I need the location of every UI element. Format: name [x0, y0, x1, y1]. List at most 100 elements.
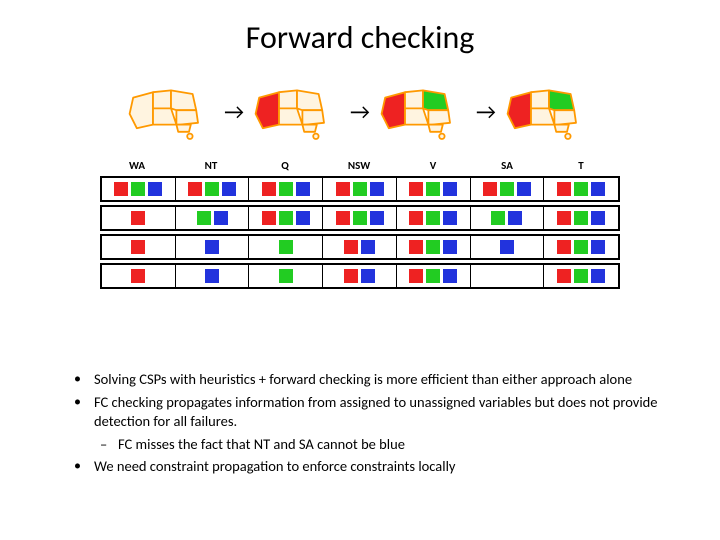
domain-cell	[249, 178, 323, 200]
domain-square	[508, 211, 522, 225]
domain-square	[443, 182, 457, 196]
arrow-icon: →	[224, 101, 244, 123]
domain-square	[336, 182, 350, 196]
domain-square	[370, 182, 384, 196]
domain-cell	[544, 178, 618, 200]
figure-area: → → → WANTQNS	[100, 77, 620, 289]
domain-cell	[471, 178, 545, 200]
domain-square	[426, 182, 440, 196]
domain-square	[279, 269, 293, 283]
domain-square	[279, 182, 293, 196]
domain-square	[361, 269, 375, 283]
table-row	[100, 205, 620, 231]
domain-square	[409, 211, 423, 225]
domain-square	[205, 269, 219, 283]
domain-square	[205, 182, 219, 196]
australia-map	[378, 83, 468, 141]
domain-cell	[176, 236, 250, 258]
domain-square	[557, 240, 571, 254]
domain-cell	[249, 236, 323, 258]
domain-square	[500, 240, 514, 254]
domain-cell	[249, 207, 323, 229]
domain-square	[591, 269, 605, 283]
domain-cell	[544, 265, 618, 287]
domain-cell	[544, 207, 618, 229]
bullet-list: Solving CSPs with heuristics + forward c…	[70, 370, 660, 480]
domain-square	[426, 240, 440, 254]
column-header: SA	[470, 159, 544, 172]
australia-map	[252, 83, 342, 141]
domain-cell	[323, 207, 397, 229]
bullet-item: FC checking propagates information from …	[70, 393, 660, 432]
domain-cell	[397, 236, 471, 258]
domain-square	[205, 240, 219, 254]
domain-square	[148, 182, 162, 196]
domain-grid	[100, 176, 620, 289]
domain-square	[409, 182, 423, 196]
domain-square	[574, 269, 588, 283]
domain-square	[500, 182, 514, 196]
domain-square	[296, 211, 310, 225]
domain-square	[557, 269, 571, 283]
column-headers: WANTQNSWVSAT	[100, 159, 620, 172]
domain-square	[491, 211, 505, 225]
domain-cell	[176, 178, 250, 200]
domain-square	[443, 211, 457, 225]
domain-cell	[544, 236, 618, 258]
domain-square	[557, 182, 571, 196]
bullet-item: We need constraint propagation to enforc…	[70, 457, 660, 477]
domain-square	[188, 182, 202, 196]
domain-square	[279, 240, 293, 254]
domain-square	[483, 182, 497, 196]
domain-cell	[102, 265, 176, 287]
domain-square	[426, 269, 440, 283]
domain-square	[517, 182, 531, 196]
domain-square	[574, 182, 588, 196]
arrow-icon: →	[350, 101, 370, 123]
domain-square	[197, 211, 211, 225]
slide-title: Forward checking	[0, 0, 720, 57]
domain-square	[262, 211, 276, 225]
domain-cell	[102, 207, 176, 229]
domain-cell	[397, 207, 471, 229]
domain-square	[131, 211, 145, 225]
domain-cell	[397, 265, 471, 287]
domain-square	[409, 269, 423, 283]
domain-square	[131, 269, 145, 283]
column-header: Q	[248, 159, 322, 172]
maps-row: → → →	[100, 77, 620, 147]
domain-square	[557, 211, 571, 225]
domain-square	[131, 182, 145, 196]
domain-square	[344, 240, 358, 254]
domain-cell	[323, 178, 397, 200]
domain-square	[409, 240, 423, 254]
domain-square	[443, 240, 457, 254]
domain-square	[131, 240, 145, 254]
domain-square	[214, 211, 228, 225]
column-header: NSW	[322, 159, 396, 172]
domain-cell	[102, 178, 176, 200]
domain-cell	[176, 265, 250, 287]
column-header: WA	[100, 159, 174, 172]
domain-square	[426, 211, 440, 225]
domain-square	[591, 240, 605, 254]
bullet-subitem: FC misses the fact that NT and SA cannot…	[70, 435, 660, 455]
domain-square	[353, 211, 367, 225]
domain-cell	[323, 265, 397, 287]
domain-square	[443, 269, 457, 283]
bullet-item: Solving CSPs with heuristics + forward c…	[70, 370, 660, 390]
australia-map	[126, 83, 216, 141]
domain-square	[262, 182, 276, 196]
table-row	[100, 234, 620, 260]
domain-square	[296, 182, 310, 196]
domain-square	[361, 240, 375, 254]
table-row	[100, 176, 620, 202]
domain-square	[336, 211, 350, 225]
domain-cell	[397, 178, 471, 200]
domain-square	[574, 240, 588, 254]
domain-square	[114, 182, 128, 196]
domain-square	[574, 211, 588, 225]
domain-square	[591, 182, 605, 196]
domain-square	[591, 211, 605, 225]
column-header: V	[396, 159, 470, 172]
